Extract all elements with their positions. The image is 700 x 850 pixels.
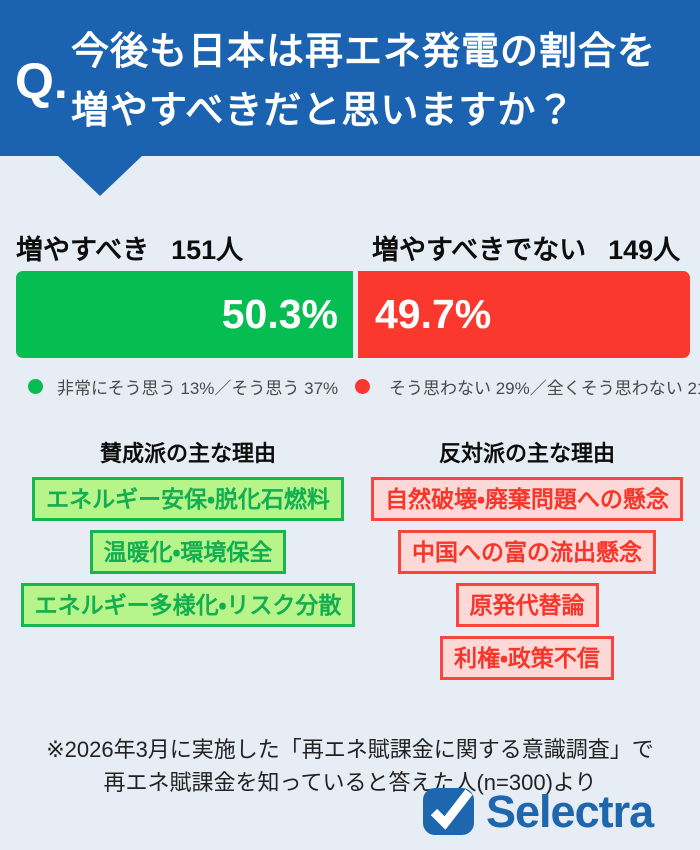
- con-reason-item: 利権・政策不信: [440, 636, 614, 680]
- q-mark: Q.: [15, 53, 68, 109]
- footnote-line1: ※2026年3月に実施した「再エネ賦課金に関する意識調査」で: [46, 737, 654, 762]
- yes-label-text: 増やすべき: [16, 235, 150, 265]
- red-dot-icon: [355, 379, 370, 394]
- yes-legend-text: 非常にそう思う 13%／そう思う 37%: [57, 379, 339, 398]
- pro-reasons-heading: 賛成派の主な理由: [99, 441, 276, 466]
- yes-percent: 50.3%: [221, 291, 338, 337]
- question-title-line2: 増やすべきだと思いますか？: [71, 90, 576, 132]
- no-legend-text: そう思わない 29%／全くそう思わない 21%: [389, 379, 700, 398]
- green-dot-icon: [28, 379, 43, 394]
- selectra-checkmark-icon: [423, 788, 474, 835]
- question-title-line1: 今後も日本は再エネ発電の割合を: [71, 31, 657, 73]
- selectra-logo: Selectra: [423, 786, 654, 837]
- no-legend: そう思わない 29%／全くそう思わない 21%: [355, 374, 700, 399]
- question-header: Q. 今後も日本は再エネ発電の割合を 増やすべきだと思いますか？: [0, 0, 700, 156]
- no-count: 149人: [608, 235, 681, 265]
- speech-pointer-triangle: [58, 156, 142, 196]
- selectra-logo-text: Selectra: [486, 786, 654, 837]
- no-bar-label: 増やすべきでない 149人: [372, 228, 680, 267]
- yes-bar: 50.3%: [16, 271, 353, 358]
- pro-reason-item: 温暖化・環境保全: [89, 530, 287, 574]
- no-bar: 49.7%: [358, 271, 690, 358]
- con-reason-item: 自然破壊・廃棄問題への懸念: [371, 477, 683, 521]
- pro-reason-item: エネルギー安保・脱化石燃料: [32, 477, 344, 521]
- no-percent: 49.7%: [375, 291, 492, 337]
- yes-count: 151人: [171, 235, 244, 265]
- pro-reason-item: エネルギー多様化・リスク分散: [20, 583, 356, 627]
- no-label-text: 増やすべきでない: [372, 235, 587, 265]
- con-reason-item: 中国への富の流出懸念: [398, 530, 656, 574]
- survey-footnote: ※2026年3月に実施した「再エネ賦課金に関する意識調査」で 再エネ賦課金を知っ…: [0, 733, 700, 799]
- con-reasons-heading: 反対派の主な理由: [438, 441, 615, 466]
- yes-bar-label: 増やすべき 151人: [16, 228, 243, 267]
- footnote-line2: 再エネ賦課金を知っていると答えた人(n=300)より: [103, 770, 597, 795]
- question-title: 今後も日本は再エネ発電の割合を 増やすべきだと思いますか？: [71, 23, 656, 141]
- yes-legend: 非常にそう思う 13%／そう思う 37%: [28, 374, 338, 399]
- con-reasons-list: 自然破壊・廃棄問題への懸念 中国への富の流出懸念 原発代替論 利権・政策不信: [371, 477, 683, 680]
- con-reason-item: 原発代替論: [455, 583, 599, 627]
- pro-reasons-list: エネルギー安保・脱化石燃料 温暖化・環境保全 エネルギー多様化・リスク分散: [19, 477, 357, 627]
